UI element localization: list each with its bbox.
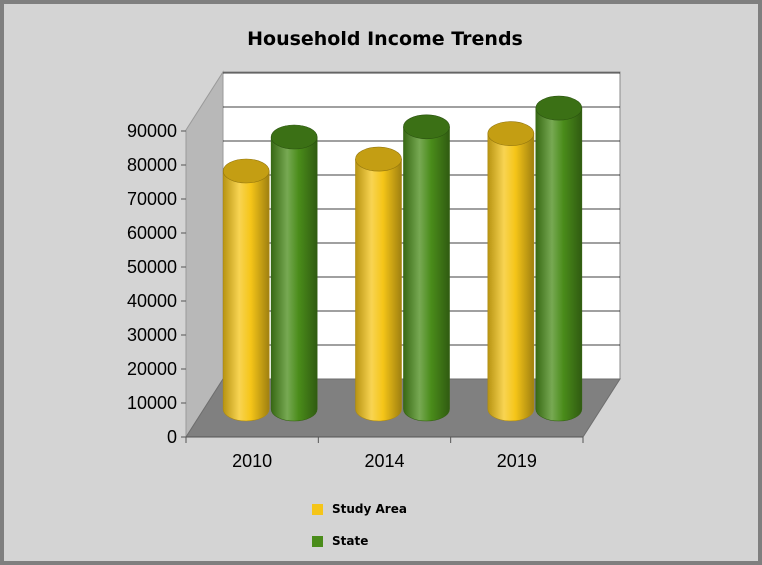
bar-study-area-2010 <box>222 170 270 422</box>
bar-state-2010 <box>270 136 318 422</box>
legend-item-state: State <box>312 532 407 550</box>
y-tick-label-3: 30000 <box>127 325 177 345</box>
bar-top-study-area-2010 <box>222 158 270 184</box>
y-tick-label-7: 70000 <box>127 189 177 209</box>
bar-top-state-2010 <box>270 124 318 150</box>
legend-item-study-area: Study Area <box>312 500 407 518</box>
y-tick-label-1: 10000 <box>127 393 177 413</box>
y-tick-label-6: 60000 <box>127 223 177 243</box>
x-tick-label-0: 2010 <box>232 451 272 471</box>
bar-state-2019 <box>535 107 583 422</box>
y-tick-label-4: 40000 <box>127 291 177 311</box>
legend-label-study-area: Study Area <box>332 502 407 516</box>
x-tick-label-1: 2014 <box>364 451 404 471</box>
bar-top-study-area-2019 <box>487 121 535 146</box>
legend: Study Area State <box>312 500 407 564</box>
legend-label-state: State <box>332 534 369 548</box>
legend-swatch-state <box>312 535 323 547</box>
x-tick-label-2: 2019 <box>497 451 537 471</box>
side-wall <box>185 70 224 439</box>
bar-study-area-2014 <box>355 158 402 422</box>
legend-swatch-study-area <box>312 503 323 515</box>
bar-study-area-2019 <box>487 133 535 422</box>
chart-title: Household Income Trends <box>247 28 523 50</box>
y-tick-label-9: 90000 <box>127 121 177 141</box>
bar-top-state-2019 <box>535 95 583 121</box>
y-tick-label-5: 50000 <box>127 257 177 277</box>
bar-top-state-2014 <box>403 114 450 140</box>
y-tick-label-0: 0 <box>167 427 177 447</box>
y-tick-label-8: 80000 <box>127 155 177 175</box>
bar-state-2014 <box>403 126 450 422</box>
y-tick-label-2: 20000 <box>127 359 177 379</box>
bar-top-study-area-2014 <box>355 146 402 172</box>
